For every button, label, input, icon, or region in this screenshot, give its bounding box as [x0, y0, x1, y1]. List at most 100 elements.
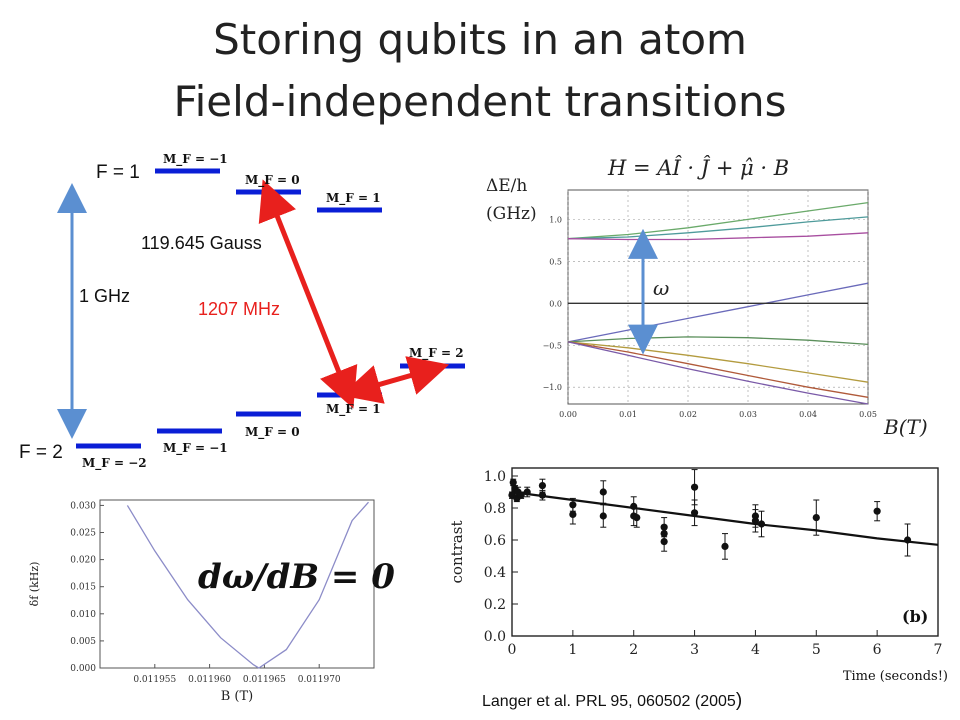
mf-label-f2-m-1: M_F = −1: [163, 441, 228, 455]
contrast-plot: 0.0 0.2 0.4 0.6 0.8 1.0 0 1 2 3 4 5 6 7 contrast (b) Tim…: [448, 467, 948, 684]
derivative-curve: [126, 501, 369, 669]
derivative-ytick-label: 0.030: [70, 501, 96, 511]
contrast-point: [690, 509, 699, 517]
contrast-xtick-label: 6: [873, 642, 882, 658]
contrast-point: [721, 542, 729, 550]
breit-rabi-series-line: [567, 341, 869, 405]
breit-rabi-ytick-label: 0.5: [549, 257, 562, 266]
contrast-ytick-label: 1.0: [484, 469, 506, 485]
derivative-ytick-label: 0.010: [70, 610, 96, 620]
contrast-fit-line: [511, 490, 939, 546]
transition-label: 1207 MHz: [198, 299, 281, 319]
mf-label-f1-m0: M_F = 0: [245, 173, 300, 187]
derivative-annotation: dω/dB = 0: [198, 557, 395, 597]
contrast-point: [538, 491, 547, 499]
derivative-xlabel: B (T): [221, 689, 254, 704]
breit-rabi-frame: [567, 189, 869, 405]
contrast-point: [509, 478, 517, 486]
contrast-panel-label: (b): [902, 607, 928, 626]
page-title-line2: Field-independent transitions: [173, 77, 787, 126]
page-title-line1: Storing qubits in an atom: [213, 15, 747, 64]
derivative-frame: [99, 499, 375, 669]
derivative-ytick-label: 0.020: [70, 556, 96, 566]
contrast-point: [538, 482, 547, 490]
contrast-point: [690, 483, 699, 491]
energy-level-diagram: F = 1 F = 2 1 GHz 119.645 Gauss 1207 MHz…: [0, 140, 480, 480]
contrast-xlabel: Time (seconds!): [843, 669, 948, 684]
gap-label: 1 GHz: [79, 286, 131, 306]
breit-rabi-series-line: [567, 341, 869, 398]
citation: Langer et al. PRL 95, 060502 (2005): [482, 690, 742, 712]
derivative-ytick-label: 0.005: [70, 637, 96, 647]
mf-label-f2-m-2: M_F = −2: [82, 456, 147, 470]
breit-rabi-ytick-label: 1.0: [549, 215, 562, 224]
contrast-xtick-label: 5: [812, 642, 821, 658]
breit-rabi-ytick-label: −0.5: [543, 341, 562, 350]
breit-rabi-ytick-label: 0.0: [549, 299, 562, 308]
contrast-xtick-label: 0: [508, 642, 517, 658]
breit-rabi-series-line: [567, 341, 869, 383]
breit-rabi-xlabel: B(T): [884, 415, 928, 439]
mf-label-f1-m1: M_F = 1: [326, 191, 381, 205]
breit-rabi-xtick-label: 0.01: [619, 410, 637, 419]
breit-rabi-panel: H = AÎ · Ĵ + μ̂ · B ΔE/h (GHz) 1.0 0.5 0.0…: [480, 150, 950, 450]
contrast-xtick-label: 1: [568, 642, 577, 658]
contrast-ytick-label: 0.0: [484, 629, 506, 645]
contrast-point: [599, 488, 607, 496]
derivative-xtick-label: 0.011965: [243, 675, 286, 685]
contrast-point: [812, 514, 820, 522]
contrast-ytick-label: 0.8: [484, 501, 506, 517]
f2-label: F = 2: [19, 442, 63, 463]
rf-arrow: [340, 356, 450, 404]
breit-rabi-ytick-label: −1.0: [543, 383, 562, 392]
mf-label-f2-m0: M_F = 0: [245, 425, 300, 439]
contrast-ylabel: contrast: [448, 521, 466, 584]
breit-rabi-plot: 1.0 0.5 0.0 −0.5 −1.0 0.00 0.01 0.02 0.03 0.04 0.0…: [543, 189, 877, 419]
contrast-xtick-label: 7: [934, 642, 943, 658]
contrast-point: [599, 512, 607, 520]
breit-rabi-xtick-label: 0.05: [859, 410, 877, 419]
derivative-ytick-label: 0.015: [70, 583, 96, 593]
contrast-point: [660, 538, 668, 546]
contrast-point: [751, 517, 760, 525]
contrast-ytick-label: 0.4: [484, 565, 506, 581]
breit-rabi-xtick-label: 0.00: [559, 410, 577, 419]
breit-rabi-series-line: [567, 232, 869, 241]
derivative-xtick-label: 0.011955: [133, 675, 176, 685]
breit-rabi-series-line: [567, 336, 869, 346]
contrast-point: [757, 520, 766, 528]
contrast-ytick-label: 0.2: [484, 597, 506, 613]
contrast-panel: 0.0 0.2 0.4 0.6 0.8 1.0 0 1 2 3 4 5 6 7 contrast (b) Tim…: [440, 460, 960, 695]
field-label: 119.645 Gauss: [141, 233, 262, 253]
contrast-point: [517, 491, 525, 499]
derivative-panel: 0.000 0.005 0.010 0.015 0.020 0.025 0.030 0.011…: [20, 488, 400, 720]
citation-text: Langer et al. PRL 95, 060502 (2005: [482, 693, 736, 710]
contrast-xtick-label: 2: [629, 642, 638, 658]
breit-rabi-series-line: [567, 282, 869, 343]
breit-rabi-series-line: [567, 216, 869, 240]
derivative-ytick-label: 0.000: [70, 664, 96, 674]
derivative-ylabel: δf (kHz): [28, 562, 41, 607]
mf-label-f1-m-1: M_F = −1: [163, 152, 228, 166]
hamiltonian-formula: H = AÎ · Ĵ + μ̂ · B: [608, 156, 790, 180]
derivative-ytick-label: 0.025: [70, 529, 96, 539]
contrast-xtick-label: 4: [751, 642, 760, 658]
breit-rabi-ylabel: ΔE/h (GHz): [486, 176, 537, 224]
level-svg: [57, 168, 465, 449]
breit-rabi-xtick-label: 0.04: [799, 410, 817, 419]
mf-label-f2-m2: M_F = 2: [409, 346, 464, 360]
citation-paren: ): [735, 690, 743, 711]
contrast-point: [633, 514, 641, 522]
breit-rabi-xtick-label: 0.03: [739, 410, 757, 419]
contrast-point: [523, 488, 531, 496]
transition-arrow: [258, 179, 358, 409]
f1-label: F = 1: [96, 162, 140, 183]
mf-label-f2-m1: M_F = 1: [326, 402, 381, 416]
derivative-xtick-label: 0.011970: [298, 675, 341, 685]
contrast-point: [903, 536, 912, 544]
contrast-point: [569, 510, 577, 518]
contrast-point: [873, 507, 881, 515]
omega-label: ω: [653, 276, 669, 300]
derivative-xtick-label: 0.011960: [188, 675, 231, 685]
contrast-ytick-label: 0.6: [484, 533, 506, 549]
